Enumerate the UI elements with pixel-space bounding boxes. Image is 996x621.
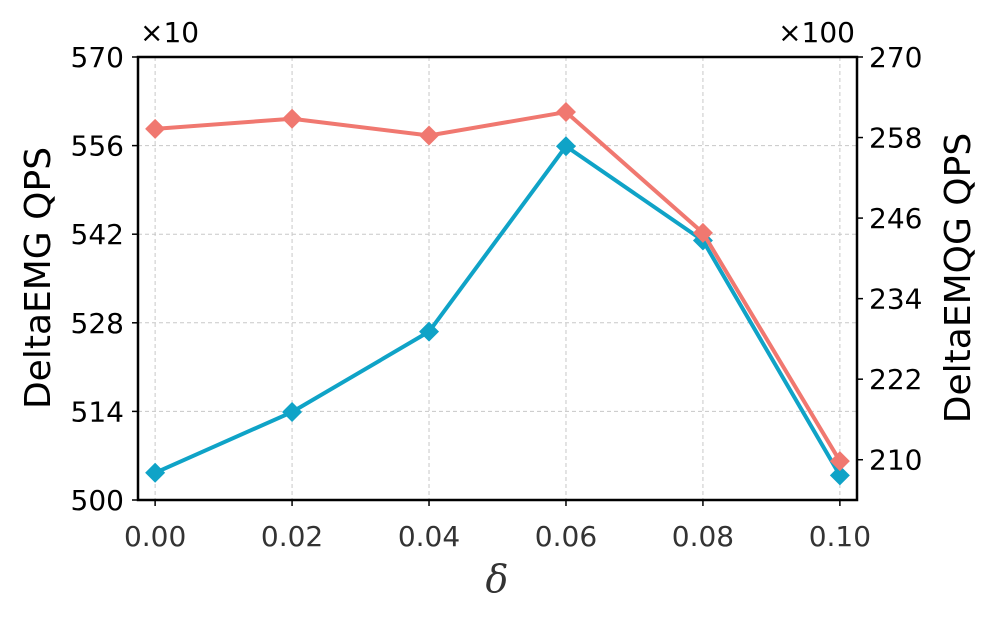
right-y-tick-label: 258 bbox=[869, 122, 922, 155]
left-y-tick-label: 556 bbox=[71, 130, 124, 163]
ticks: 0.00 0.02 0.04 0.06 0.08 0.10 500 514 528 542 556 5… bbox=[71, 41, 923, 553]
data-point-series-2 bbox=[419, 125, 440, 146]
right-axis-label: DeltaEMQG QPS bbox=[938, 133, 979, 423]
x-tick-label: 0.00 bbox=[124, 520, 186, 553]
left-axis-multiplier: ×10 bbox=[140, 16, 199, 49]
series-line-1 bbox=[154, 144, 842, 477]
x-axis-label: δ bbox=[486, 557, 509, 601]
data-point-series-2 bbox=[282, 108, 303, 129]
data-point-series-1 bbox=[829, 465, 850, 486]
right-axis-multiplier: ×100 bbox=[778, 16, 855, 49]
series-layer bbox=[145, 102, 850, 486]
left-y-tick-label: 542 bbox=[71, 218, 124, 251]
x-tick-label: 0.02 bbox=[261, 520, 323, 553]
x-tick-label: 0.08 bbox=[672, 520, 734, 553]
right-y-tick-label: 234 bbox=[869, 283, 922, 316]
data-point-series-1 bbox=[145, 462, 166, 483]
data-point-series-2 bbox=[145, 118, 166, 139]
data-point-series-1 bbox=[555, 136, 576, 157]
series-line-2 bbox=[154, 110, 842, 463]
right-y-tick-label: 210 bbox=[869, 444, 922, 477]
x-tick-label: 0.10 bbox=[809, 520, 871, 553]
right-y-tick-label: 222 bbox=[869, 363, 922, 396]
data-point-series-1 bbox=[282, 402, 303, 423]
right-y-tick-label: 246 bbox=[869, 202, 922, 235]
left-axis-label: DeltaEMG QPS bbox=[18, 147, 59, 409]
left-y-tick-label: 570 bbox=[71, 41, 124, 74]
data-point-series-1 bbox=[419, 321, 440, 342]
data-point-series-2 bbox=[829, 451, 850, 472]
right-y-tick-label: 270 bbox=[869, 41, 922, 74]
left-y-tick-label: 514 bbox=[71, 395, 124, 428]
left-y-tick-label: 528 bbox=[71, 307, 124, 340]
data-point-series-2 bbox=[692, 222, 713, 243]
plot-frame bbox=[136, 55, 859, 502]
x-tick-label: 0.04 bbox=[398, 520, 460, 553]
left-y-tick-label: 500 bbox=[71, 484, 124, 517]
data-point-series-2 bbox=[555, 102, 576, 123]
x-tick-label: 0.06 bbox=[535, 520, 597, 553]
